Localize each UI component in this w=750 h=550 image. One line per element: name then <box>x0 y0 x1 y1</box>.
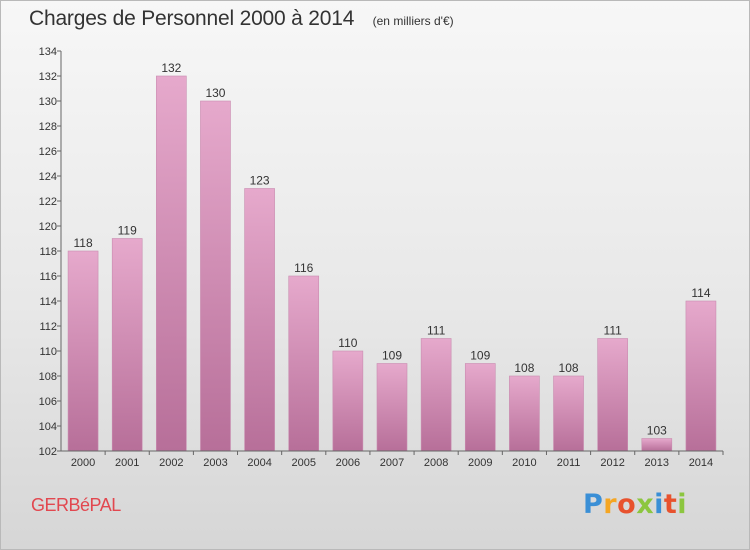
bar <box>244 188 275 452</box>
logo-letter: t <box>663 489 678 520</box>
bar <box>332 350 364 452</box>
logo-letter: i <box>654 489 664 520</box>
logo-letter: r <box>603 489 618 520</box>
chart-title: Charges de Personnel 2000 à 2014 <box>29 7 355 30</box>
x-tick-label: 2001 <box>115 457 139 469</box>
axes-layer <box>57 50 724 455</box>
x-tick-label: 2014 <box>689 457 713 469</box>
y-tick-label: 122 <box>39 196 57 208</box>
bar <box>111 238 143 452</box>
bars-layer <box>67 75 717 452</box>
bar <box>553 375 584 452</box>
value-label: 119 <box>118 224 137 238</box>
x-tick-label: 2010 <box>512 457 536 469</box>
y-tick-label: 124 <box>39 171 57 183</box>
value-label: 103 <box>647 424 667 438</box>
x-tick-label: 2005 <box>291 457 315 469</box>
value-label: 118 <box>73 236 92 250</box>
bar <box>288 275 320 452</box>
value-label: 110 <box>338 336 357 350</box>
value-label: 130 <box>205 86 225 100</box>
bar <box>420 338 452 452</box>
x-tick-labels: 2000 2001 2002 2003 2004 2005 2006 2007 2008 2009… <box>71 457 713 469</box>
x-tick-label: 2002 <box>159 457 183 469</box>
title-line: Charges de Personnel 2000 à 2014 (en mil… <box>29 7 454 31</box>
bar <box>509 375 540 452</box>
value-labels: 118 119 132 130 123 116 110 109 111 109 108 108 111 1… <box>73 61 710 438</box>
y-tick-label: 134 <box>39 46 57 58</box>
x-tick-label: 2007 <box>380 457 404 469</box>
logo-letter: x <box>636 489 655 520</box>
x-tick-label: 2000 <box>71 457 95 469</box>
y-tick-label: 108 <box>39 371 57 383</box>
y-tick-label: 128 <box>39 121 57 133</box>
x-tick-label: 2012 <box>600 457 624 469</box>
bar <box>597 338 628 452</box>
y-tick-label: 102 <box>39 446 57 458</box>
y-tick-label: 104 <box>39 421 57 433</box>
x-tick-label: 2003 <box>203 457 227 469</box>
value-label: 116 <box>294 261 313 275</box>
chart-subtitle: (en milliers d'€) <box>372 14 454 28</box>
logo-letter: P <box>583 489 604 520</box>
bar <box>200 100 231 452</box>
y-tick-label: 126 <box>39 146 57 158</box>
x-tick-label: 2009 <box>468 457 492 469</box>
logo-letter: i <box>677 489 688 520</box>
value-label: 132 <box>161 61 181 75</box>
logo-letter: o <box>617 489 637 520</box>
value-label: 109 <box>470 349 490 363</box>
y-tick-label: 106 <box>39 396 57 408</box>
x-tick-label: 2004 <box>247 457 271 469</box>
y-tick-label: 116 <box>39 271 57 283</box>
y-tick-label: 130 <box>39 96 57 108</box>
y-tick-label: 120 <box>39 221 57 233</box>
value-label: 114 <box>691 286 710 300</box>
y-tick-label: 114 <box>39 296 57 308</box>
commune-name: GERBéPAL <box>31 495 121 515</box>
value-label: 111 <box>604 324 623 338</box>
y-tick-label: 112 <box>39 321 57 333</box>
y-tick-label: 110 <box>39 346 57 358</box>
value-label: 108 <box>559 361 579 375</box>
y-tick-label: 118 <box>39 246 57 258</box>
x-tick-label: 2006 <box>336 457 360 469</box>
proxiti-logo[interactable]: Proxiti <box>583 489 687 520</box>
bar <box>156 75 187 452</box>
x-tick-label: 2013 <box>645 457 669 469</box>
y-tick-labels: 102 104 106 108 110 112 114 116 118 120 122 124 126 1… <box>39 46 57 458</box>
bar <box>67 250 99 452</box>
value-label: 109 <box>382 349 402 363</box>
bar <box>464 363 496 452</box>
value-label: 123 <box>250 174 270 188</box>
x-tick-label: 2011 <box>557 457 581 469</box>
value-label: 111 <box>427 324 446 338</box>
y-tick-label: 132 <box>39 71 57 83</box>
bar <box>376 363 408 452</box>
value-label: 108 <box>514 361 534 375</box>
bar <box>641 438 673 452</box>
x-tick-label: 2008 <box>424 457 448 469</box>
bar <box>685 300 717 452</box>
